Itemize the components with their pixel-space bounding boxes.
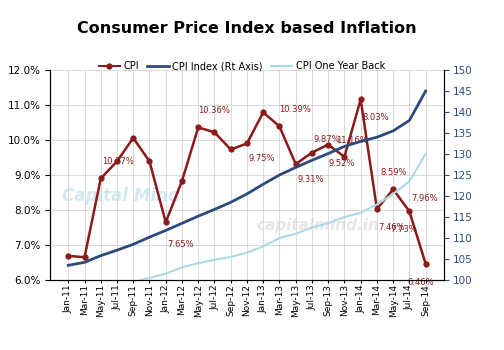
Text: 10.37%: 10.37% [102, 158, 134, 167]
Text: 7.46%: 7.46% [379, 223, 405, 232]
Legend: CPI, CPI Index (Rt Axis), CPI One Year Back: CPI, CPI Index (Rt Axis), CPI One Year B… [95, 57, 389, 75]
Text: 7.96%: 7.96% [411, 194, 437, 203]
Text: capitalmind.in: capitalmind.in [257, 218, 379, 233]
Text: 9.75%: 9.75% [248, 154, 275, 163]
Text: 11.16%: 11.16% [336, 136, 368, 145]
Text: 10.36%: 10.36% [198, 106, 230, 116]
Text: 7.73%: 7.73% [390, 225, 417, 234]
Text: 10.39%: 10.39% [279, 105, 311, 114]
Text: Capital Mind: Capital Mind [62, 187, 180, 205]
Text: 8.03%: 8.03% [362, 113, 389, 122]
Text: 7.65%: 7.65% [167, 240, 194, 249]
Text: 8.59%: 8.59% [380, 168, 407, 177]
Text: 9.52%: 9.52% [328, 159, 354, 168]
Text: 9.87%: 9.87% [313, 135, 340, 144]
Text: 9.31%: 9.31% [297, 175, 324, 184]
Text: 6.46%: 6.46% [408, 278, 434, 287]
Text: Consumer Price Index based Inflation: Consumer Price Index based Inflation [77, 21, 417, 36]
